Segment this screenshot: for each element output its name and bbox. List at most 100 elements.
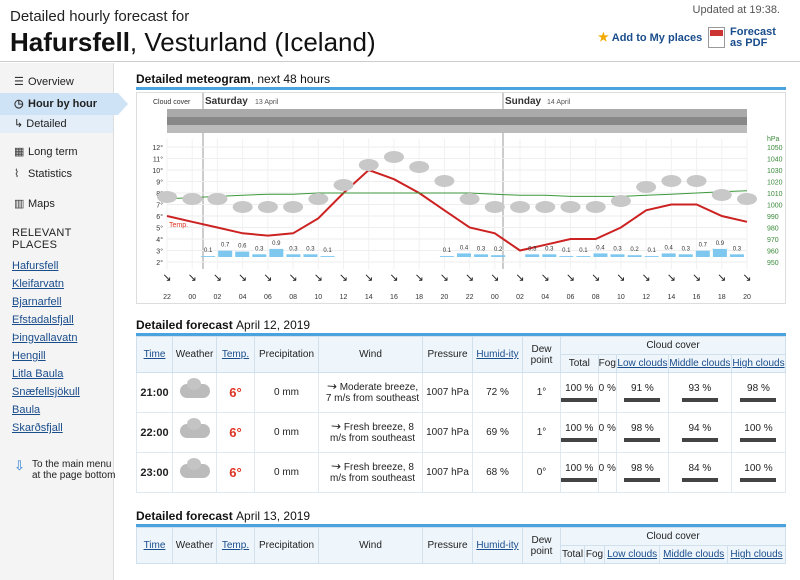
precip-label: 0.4	[460, 245, 469, 251]
cloud-band-low	[167, 125, 747, 133]
place-link[interactable]: Hafursfell	[12, 260, 59, 272]
row-precip: 0 mm	[254, 452, 319, 493]
sort-humidity[interactable]: Humid-ity	[476, 349, 519, 360]
cloud-icon	[172, 412, 217, 453]
sort-time[interactable]: Time	[143, 349, 166, 360]
pdf-forecast-button[interactable]: Forecast as PDF	[708, 27, 790, 49]
cloud-icon	[172, 372, 217, 413]
row-wind: ↘ Moderate breeze, 7 m/s from southeast	[318, 372, 423, 413]
sidebar-item-hour-by-hour[interactable]: ◷ Hour by hour	[0, 93, 128, 115]
temp-tick: 9°	[156, 179, 163, 187]
forecast-heading-1: Detailed forecast April 12, 2019	[136, 318, 786, 336]
date-label: 13 April	[255, 99, 279, 106]
wind-arrow-icon: ↘	[616, 272, 625, 284]
precip-bar	[201, 256, 216, 257]
place-link[interactable]: Snæfellsjökull	[12, 386, 80, 398]
sidebar-item-maps[interactable]: ▥ Maps	[0, 193, 113, 215]
hour-label: 02	[214, 294, 222, 301]
temp-tick: 12°	[152, 144, 163, 152]
cloud-icon	[434, 175, 455, 187]
cloud-icon	[636, 181, 657, 193]
cloud-icon	[358, 159, 379, 171]
precip-label: 0.2	[630, 247, 639, 253]
cloud-band-mid	[167, 117, 747, 125]
cloud-icon	[383, 151, 404, 163]
cloud-icon	[409, 161, 430, 173]
hour-label: 16	[390, 294, 398, 301]
place-link[interactable]: Kleifarvatn	[12, 278, 64, 290]
row-low: 98 %	[616, 452, 669, 493]
chart-icon: ⌇	[14, 168, 20, 180]
precip-bar	[457, 253, 471, 257]
precip-label: 0.3	[306, 246, 315, 252]
hour-label: 06	[264, 294, 272, 301]
hour-label: 02	[516, 294, 524, 301]
row-fog: 0 %	[597, 372, 618, 413]
precip-label: 0.7	[699, 243, 708, 249]
updated-time: Updated at 19:38.	[692, 4, 780, 16]
sidebar-item-long-term[interactable]: ▦ Long term	[0, 141, 113, 163]
hour-label: 12	[642, 294, 650, 301]
sort-temp[interactable]: Temp.	[221, 349, 250, 360]
cloud-icon	[207, 193, 228, 205]
precip-label: 0.3	[682, 246, 691, 252]
precip-bar	[678, 254, 693, 257]
precip-label: 0.9	[716, 241, 725, 247]
place-link[interactable]: Baula	[12, 404, 41, 416]
add-to-places-button[interactable]: ★ Add to My places	[598, 30, 703, 44]
precip-bar	[286, 254, 301, 257]
arrow-down-icon: ⇩	[14, 458, 25, 473]
hour-label: 12	[340, 294, 348, 301]
precip-label: 0.2	[494, 247, 503, 253]
pressure-tick: 1010	[767, 191, 783, 198]
hour-label: 06	[567, 294, 575, 301]
cloud-icon	[585, 201, 606, 213]
wind-arrow-icon: ↘	[742, 272, 751, 284]
precip-label: 0.4	[665, 245, 674, 251]
sidebar-item-detailed[interactable]: ↳ Detailed	[0, 115, 113, 133]
precip-label: 0.3	[477, 246, 486, 252]
sidebar-item-overview[interactable]: ☰ Overview	[0, 71, 113, 93]
wind-arrow-icon: ↘	[323, 377, 340, 395]
relevant-places-heading: RELEVANT PLACES	[12, 227, 72, 251]
temp-tick: 6°	[156, 213, 163, 221]
precip-label: 0.1	[443, 248, 452, 254]
wind-arrow-icon: ↘	[238, 272, 247, 284]
wind-arrow-icon: ↘	[188, 272, 197, 284]
pressure-tick: 980	[767, 226, 779, 233]
precip-label: 0.1	[204, 248, 213, 254]
place-link[interactable]: Litla Baula	[12, 368, 64, 380]
place-link[interactable]: Efstadalsfjall	[12, 314, 74, 326]
cloud-band-high	[167, 109, 747, 117]
temp-tick: 11°	[153, 156, 163, 164]
forecast-row: 21:00 6° 0 mm ↘ Moderate breeze, 7 m/s from…	[136, 372, 787, 413]
row-time: 21:00	[136, 372, 173, 413]
precip-label: 0.4	[596, 245, 605, 251]
precip-bar	[559, 256, 574, 257]
pressure-tick: 1030	[767, 168, 783, 175]
row-dew: 0°	[522, 452, 561, 493]
row-mid: 93 %	[667, 372, 732, 413]
cloud-icon	[459, 193, 480, 205]
row-pressure: 1007 hPa	[422, 452, 473, 493]
precip-bar	[542, 254, 557, 257]
sidebar-item-statistics[interactable]: ⌇ Statistics	[0, 163, 113, 185]
hour-label: 22	[466, 294, 474, 301]
precip-bar	[269, 248, 284, 257]
place-link[interactable]: Hengill	[12, 350, 46, 362]
precip-bar	[525, 254, 540, 257]
wind-arrow-icon: ↘	[717, 272, 726, 284]
temp-tick: 10°	[152, 167, 163, 175]
cloud-icon	[172, 452, 217, 493]
temp-tick: 7°	[156, 202, 163, 210]
clock-icon: ◷	[14, 98, 24, 110]
cloud-icon	[610, 195, 631, 207]
cloud-icon	[157, 191, 177, 203]
precip-label: 0.3	[255, 246, 264, 252]
hour-label: 08	[289, 294, 297, 301]
place-name: Hafursfell	[10, 27, 130, 57]
place-link[interactable]: Skarðsfjall	[12, 422, 63, 434]
place-link[interactable]: Þingvallavatn	[12, 332, 78, 344]
back-to-menu-link[interactable]: ⇩ To the main menu at the page bottom	[14, 458, 116, 481]
place-link[interactable]: Bjarnarfell	[12, 296, 62, 308]
